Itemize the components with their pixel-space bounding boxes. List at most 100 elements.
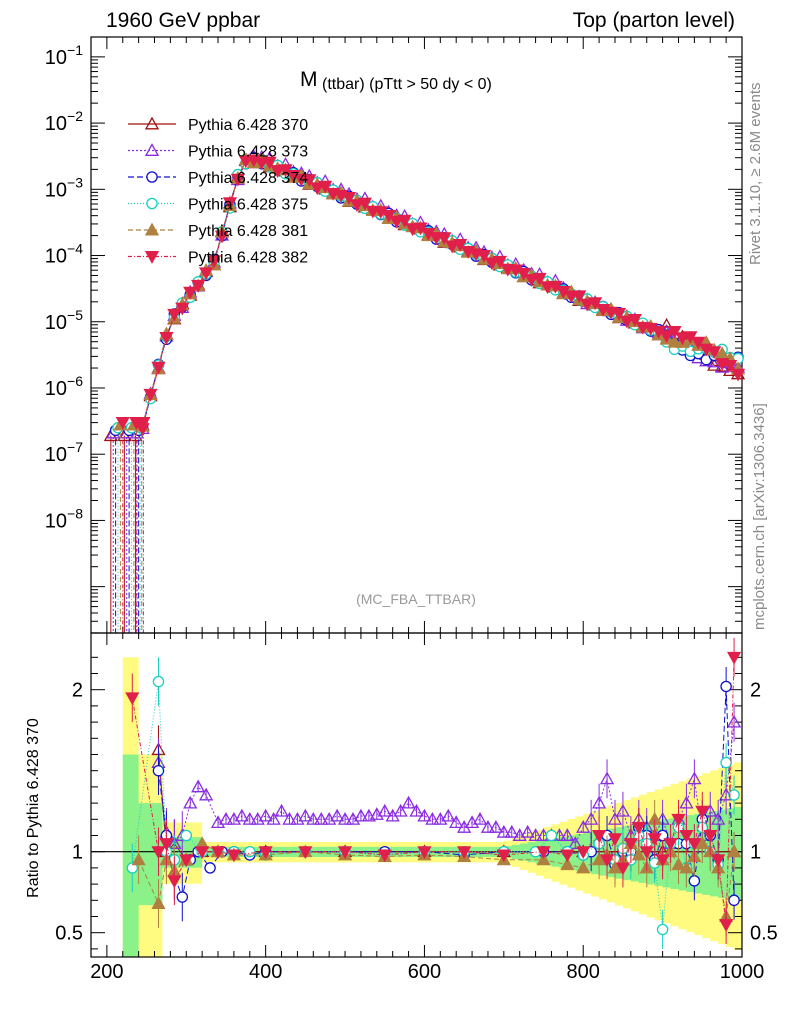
data-point xyxy=(151,846,166,860)
data-point xyxy=(611,308,627,321)
data-point xyxy=(647,833,662,847)
data-point xyxy=(302,174,317,187)
data-point xyxy=(159,838,174,851)
data-point xyxy=(136,416,151,430)
data-point xyxy=(417,846,432,860)
data-point xyxy=(536,852,551,866)
data-point xyxy=(536,846,551,860)
y-tick-label: 10−6 xyxy=(45,373,83,400)
data-point xyxy=(492,255,507,269)
data-point xyxy=(619,315,634,329)
data-point xyxy=(480,820,496,833)
ratio-frame xyxy=(90,632,743,958)
data-point xyxy=(524,274,539,287)
data-point xyxy=(472,811,488,825)
y-tick-label: 10−1 xyxy=(45,42,83,69)
data-point xyxy=(591,795,607,809)
data-point xyxy=(576,820,591,833)
data-point xyxy=(204,862,216,874)
data-point xyxy=(191,779,206,793)
data-point xyxy=(258,846,273,860)
data-point xyxy=(659,317,674,331)
y-tick-label: 10−8 xyxy=(45,505,83,532)
data-point xyxy=(146,171,158,183)
y-tick-label: 10−7 xyxy=(45,439,83,466)
data-point xyxy=(576,846,591,860)
data-point xyxy=(318,180,333,194)
data-point xyxy=(210,846,226,860)
data-point xyxy=(607,860,623,874)
data-point xyxy=(691,336,706,350)
data-point xyxy=(639,846,654,860)
data-point xyxy=(671,857,686,871)
ratio-y-tick-label: 2 xyxy=(72,680,83,702)
main-plot-panel: 10−1 10−2 10−3 10−4 10−5 10−6 10−7 10−8 xyxy=(45,36,746,645)
data-point xyxy=(623,838,638,851)
data-point xyxy=(584,811,599,825)
data-point xyxy=(516,267,531,281)
data-point xyxy=(393,803,408,817)
data-point xyxy=(687,838,702,851)
data-point xyxy=(687,771,702,785)
data-point xyxy=(449,815,464,828)
data-point xyxy=(126,862,139,874)
data-point xyxy=(206,255,222,269)
data-point xyxy=(728,894,740,907)
data-point xyxy=(341,191,357,205)
data-point xyxy=(144,116,160,130)
data-point xyxy=(405,223,420,237)
ratio-plot-panel: 200 400 600 800 1000 0.5 0.5 1 1 2 2 xyxy=(55,632,778,983)
data-point xyxy=(125,692,140,706)
data-point xyxy=(540,281,555,295)
data-point xyxy=(349,199,365,213)
data-point xyxy=(695,805,710,819)
data-point xyxy=(607,833,623,847)
data-point xyxy=(441,808,456,822)
data-point xyxy=(453,239,468,252)
data-point xyxy=(180,829,193,842)
ratio-y-tick-label: 0.5 xyxy=(55,923,83,945)
data-point xyxy=(437,232,452,246)
data-point xyxy=(195,846,210,860)
data-point xyxy=(143,388,158,402)
data-point xyxy=(226,849,242,863)
data-point xyxy=(726,714,742,728)
data-point xyxy=(353,808,369,822)
data-point xyxy=(615,862,631,876)
data-point xyxy=(146,197,158,210)
data-point xyxy=(330,808,345,822)
data-point xyxy=(599,771,615,785)
data-point xyxy=(214,230,230,244)
data-point xyxy=(720,756,732,769)
data-point xyxy=(695,836,710,850)
data-point xyxy=(560,857,575,871)
data-point xyxy=(722,359,738,373)
data-point xyxy=(254,157,269,171)
data-point xyxy=(560,828,575,841)
legend-label: Pythia 6.428 370 xyxy=(188,117,308,134)
data-point xyxy=(270,165,285,178)
data-point xyxy=(720,680,732,693)
data-point xyxy=(131,852,146,866)
legend-entry: Pythia 6.428 375 xyxy=(128,197,308,214)
legend-label: Pythia 6.428 375 xyxy=(188,197,308,214)
data-point xyxy=(183,795,198,809)
data-point xyxy=(176,891,189,903)
data-point xyxy=(337,811,353,825)
ratio-y-axis-label: Ratio to Pythia 6.428 370 xyxy=(25,718,42,898)
data-point xyxy=(238,155,253,169)
data-point xyxy=(675,332,690,346)
data-point xyxy=(703,803,718,817)
data-point xyxy=(615,803,631,817)
data-point xyxy=(688,875,701,887)
legend-entry: Pythia 6.428 382 xyxy=(128,250,308,267)
legend-label: Pythia 6.428 373 xyxy=(188,144,308,161)
data-point xyxy=(151,361,166,375)
data-point xyxy=(679,795,694,809)
data-point xyxy=(726,844,742,858)
data-point xyxy=(115,416,130,430)
data-point xyxy=(496,849,511,863)
data-point xyxy=(568,836,583,850)
data-point xyxy=(728,789,740,801)
